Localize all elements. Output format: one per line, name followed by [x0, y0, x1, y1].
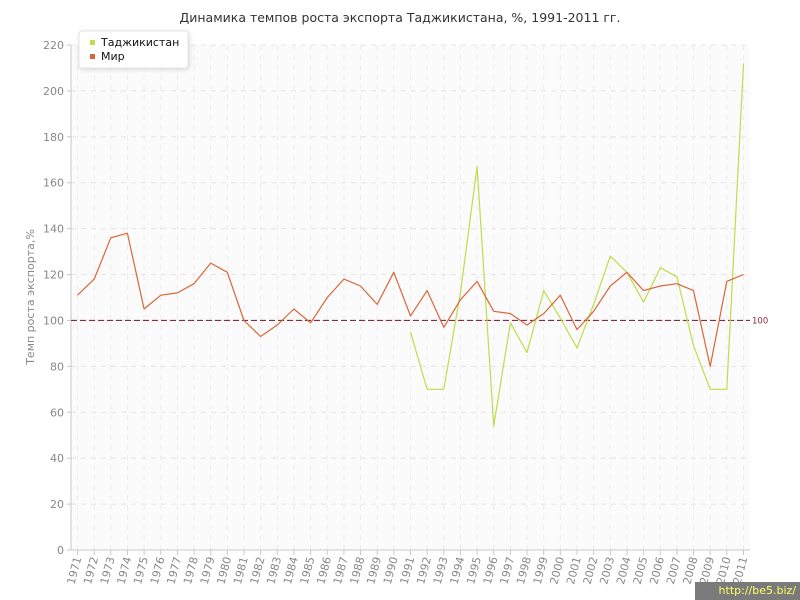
reference-line-label: 100: [752, 316, 768, 326]
series-line-tajikistan: [409, 63, 745, 427]
legend-label: Мир: [101, 50, 125, 63]
y-tick-label: 60: [50, 406, 64, 419]
y-tick-label: 100: [43, 314, 64, 327]
watermark: http://be5.biz/: [695, 582, 800, 600]
chart-title: Динамика темпов роста экспорта Таджикист…: [180, 10, 621, 25]
legend-swatch: [90, 54, 95, 59]
reference-line-group: 100: [71, 316, 768, 326]
y-tick-label: 140: [43, 223, 64, 236]
legend-swatch: [90, 40, 95, 45]
y-tick-label: 20: [50, 498, 64, 511]
y-axis-ticks: 0 20 40 60 80 100 120 140 160 180 200 220: [43, 39, 71, 557]
series-lines: [77, 63, 745, 427]
legend-box: [78, 30, 189, 69]
y-tick-label: 160: [43, 177, 64, 190]
y-axis-label: Темп роста экспорта,%: [24, 229, 37, 366]
y-tick-label: 180: [43, 131, 64, 144]
legend-label: Таджикистан: [100, 36, 179, 49]
y-tick-label: 40: [50, 452, 64, 465]
y-tick-label: 120: [43, 269, 64, 282]
y-tick-label: 200: [43, 85, 64, 98]
y-tick-label: 80: [50, 360, 64, 373]
x-axis-ticks: 1971197219731974197519761977197819791980…: [65, 550, 750, 586]
series-line-world: [77, 232, 744, 367]
y-tick-label: 220: [43, 39, 64, 52]
y-tick-label: 0: [57, 544, 64, 557]
grid: [71, 44, 750, 550]
